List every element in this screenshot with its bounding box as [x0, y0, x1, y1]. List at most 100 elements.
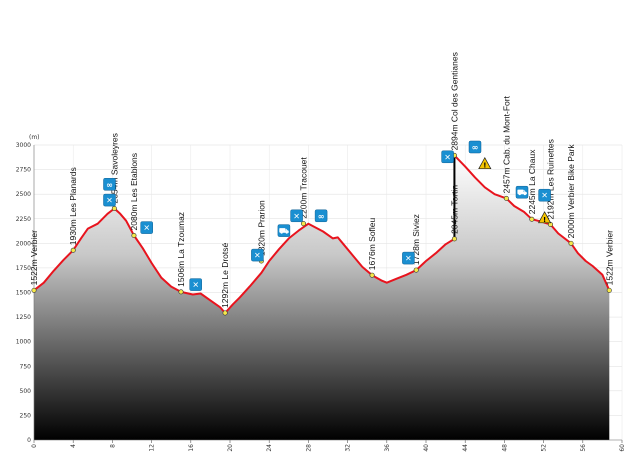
poi-badge — [103, 193, 116, 207]
waypoint-labels: 1522m Verbier 1930m Les Planards 2354m Sav… — [29, 52, 614, 308]
x-tick-label: 44 — [462, 444, 469, 452]
x-tick-label: 60 — [619, 444, 626, 452]
poi-glyph: ✕ — [293, 212, 300, 221]
x-tick-label: 56 — [580, 444, 587, 452]
y-tick-label: 3000 — [16, 142, 31, 149]
elevation-area — [34, 155, 610, 440]
warning-triangle — [478, 156, 492, 170]
lift-icon: ⛟ — [277, 224, 291, 237]
y-unit-label: (m) — [29, 134, 40, 141]
waypoint-label: 1522m Verbier — [29, 230, 39, 285]
binoculars-icon: ∞ — [468, 140, 482, 154]
waypoint-label: 2045m Tortin — [449, 185, 459, 234]
waypoint-label: 1820m Prarion — [256, 200, 266, 256]
x-tick-label: 32 — [345, 444, 352, 452]
x-tick-label: 40 — [423, 444, 430, 452]
y-tick-label: 2750 — [16, 167, 31, 174]
y-tick-label: 750 — [20, 363, 32, 370]
x-tick-label: 28 — [305, 444, 312, 452]
poi-glyph: ∞ — [472, 143, 479, 152]
y-tick-label: 1750 — [16, 265, 31, 272]
poi-badge — [402, 251, 415, 265]
waypoint-label: 2894m Col des Gentianes — [449, 52, 459, 150]
x-tick-label: 16 — [188, 444, 195, 452]
poi-badge — [515, 185, 529, 199]
warning-icon: ! — [538, 211, 552, 224]
x-tick-label: 48 — [501, 444, 508, 452]
warning-icon: ! — [478, 156, 492, 170]
poi-badge — [441, 150, 454, 164]
restaurant-icon: ✕ — [251, 248, 264, 262]
waypoint-marker — [529, 216, 535, 222]
poi-glyph: ✕ — [106, 196, 113, 205]
waypoint-label: 1728m Siviez — [411, 214, 421, 265]
waypoint-marker — [413, 267, 419, 273]
waypoint-label: 1930m Les Planards — [68, 167, 78, 245]
waypoint-label: 2354m Savoleyres — [109, 133, 119, 203]
waypoint-marker — [300, 221, 306, 227]
elevation-line-group — [33, 154, 611, 314]
waypoint-label: 1522m Verbier — [604, 230, 614, 285]
poi-glyph: ✕ — [192, 281, 199, 290]
y-tick-label: 0 — [27, 437, 31, 444]
poi-badge — [251, 248, 264, 262]
poi-glyph: ✕ — [143, 224, 150, 233]
lift-icon: ⛟ — [515, 185, 529, 199]
waypoint-label: 1676m Sofleu — [367, 217, 377, 270]
warning-glyph: ! — [543, 216, 546, 224]
x-tick-label: 24 — [266, 444, 273, 452]
waypoint-label: 2457m Cab. du Mont-Fort — [501, 95, 511, 193]
waypoint-marker — [606, 287, 612, 293]
elevation-fill — [34, 155, 610, 440]
x-tick-label: 4 — [70, 444, 77, 448]
waypoint-label: 1292m Le Drotsé — [220, 242, 230, 307]
poi-glyph: ✕ — [254, 251, 261, 260]
waypoint-marker — [70, 247, 76, 253]
waypoint-label: 2080m Les Etablons — [129, 153, 139, 231]
poi-badge — [103, 178, 116, 191]
waypoint-label: 2245m La Chaux — [527, 149, 537, 214]
elevation-line — [33, 154, 611, 314]
x-tick-label: 0 — [31, 444, 38, 448]
waypoint-label: 2000m Verbier Bike Park — [566, 144, 576, 239]
warning-triangle — [538, 211, 552, 224]
waypoint-marker — [131, 232, 137, 238]
restaurant-icon: ✕ — [441, 150, 454, 164]
x-tick-label: 12 — [149, 444, 156, 452]
waypoint-markers — [31, 152, 612, 316]
waypoint-marker — [369, 272, 375, 278]
poi-badge — [277, 224, 291, 237]
poi-icons: ✕ ∞ ✕ ✕ ✕ ⛟ ✕ ∞ ✕ ✕ ∞! ⛟ ✕! — [103, 140, 552, 291]
restaurant-icon: ✕ — [290, 209, 303, 223]
waypoint-label: 1506m La Tzoumaz — [176, 212, 186, 287]
waypoint-marker — [111, 206, 117, 212]
waypoint-marker — [568, 240, 574, 246]
restaurant-icon: ✕ — [402, 251, 415, 265]
poi-glyph: ✕ — [444, 153, 451, 162]
waypoint-marker — [31, 287, 37, 293]
poi-glyph: ✕ — [541, 191, 548, 200]
poi-badge — [140, 221, 153, 234]
x-tick-label: 52 — [541, 444, 548, 452]
poi-badge — [468, 140, 482, 154]
waypoint-marker — [222, 310, 228, 316]
restaurant-icon: ✕ — [140, 221, 153, 234]
x-tick-label: 8 — [109, 444, 116, 448]
binoculars-icon: ∞ — [314, 209, 328, 223]
waypoint-marker — [451, 236, 457, 242]
poi-glyph: ⛟ — [279, 227, 289, 236]
y-tick-label: 250 — [20, 412, 32, 419]
y-tick-label: 2500 — [16, 191, 31, 198]
y-tick-label: 1500 — [16, 290, 31, 297]
poi-badge — [189, 278, 202, 291]
y-tick-label: 500 — [20, 388, 32, 395]
poi-badge — [314, 209, 328, 223]
poi-glyph: ∞ — [318, 212, 325, 221]
y-tick-label: 1000 — [16, 339, 31, 346]
restaurant-icon: ✕ — [538, 188, 551, 202]
waypoint-label: 2192m Les Ruinettes — [545, 139, 555, 219]
y-tick-label: 2250 — [16, 216, 31, 223]
binoculars-icon: ∞ — [103, 178, 116, 191]
waypoint-label: 2200m Tracouet — [299, 157, 309, 219]
